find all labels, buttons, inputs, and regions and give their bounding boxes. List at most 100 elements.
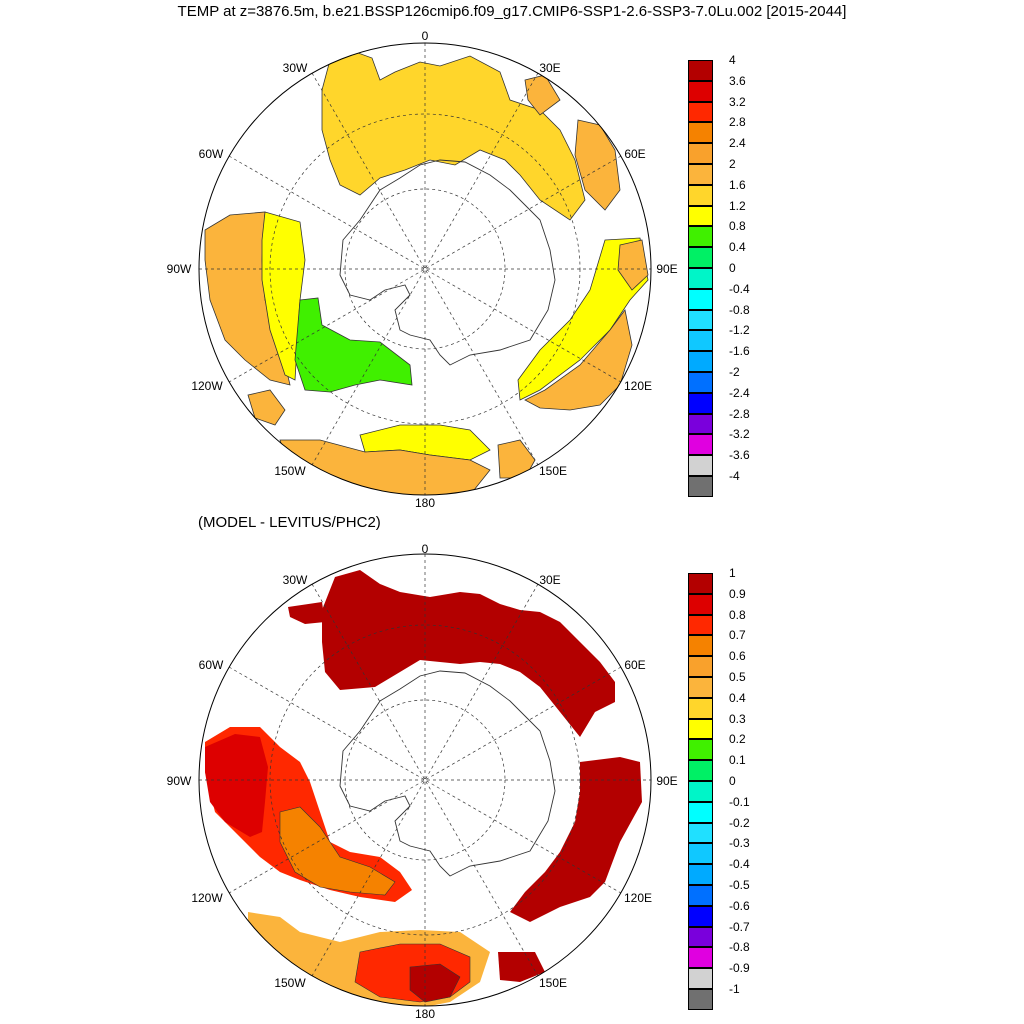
colorbar-label: -1.6 (729, 344, 750, 359)
colorbar-label: 0 (729, 774, 736, 788)
antarctica-coastline-top (339, 159, 556, 366)
colorbar-swatch (688, 476, 713, 497)
colorbar-swatch (688, 372, 713, 393)
map-boundary-top (198, 42, 652, 496)
colorbar-label: 4 (729, 53, 736, 67)
colorbar-swatch (688, 697, 713, 719)
lon-label: 30W (283, 61, 308, 75)
colorbar-label: -2.8 (729, 406, 750, 421)
colorbar-label: -3.2 (729, 427, 750, 442)
colorbar-label: 0.6 (729, 649, 746, 664)
colorbar-label: 0.9 (729, 586, 746, 601)
colorbar-swatch (688, 309, 713, 331)
lon-label: 30E (539, 61, 560, 75)
map-panel-bottom: 0 30E 60E 90E 120E 150E 180 150W 120W 90… (0, 512, 1024, 1024)
colorbar-label: -0.2 (729, 815, 750, 830)
colorbar-label: 1.6 (729, 177, 746, 192)
region-pacific-yellow (261, 211, 306, 381)
lon-label: 120E (624, 891, 652, 905)
colorbar-swatch (688, 226, 713, 248)
region-indian-orange (524, 309, 633, 411)
map-boundary-bottom (198, 553, 652, 1007)
colorbar-swatch (688, 413, 713, 435)
colorbar-label: 0.4 (729, 240, 746, 255)
colorbar-label: -0.1 (729, 794, 750, 809)
lon-label: 180 (415, 496, 435, 510)
lon-label: 120W (191, 379, 223, 393)
lon-label: 0 (422, 29, 429, 43)
colorbar-swatch (688, 822, 713, 844)
colorbar-label: -0.9 (729, 961, 750, 976)
lon-label: 150E (539, 976, 567, 990)
lon-label: 120E (624, 379, 652, 393)
colorbar-swatch (688, 885, 713, 906)
colorbar-label: -0.5 (729, 878, 750, 892)
region-upper-left-darkred (288, 602, 325, 624)
region-south-darkred (409, 963, 461, 1003)
colorbar-label: -0.8 (729, 302, 750, 317)
colorbar-swatch (688, 947, 713, 969)
colorbar-label: 2.8 (729, 115, 746, 130)
colorbar-label: 1 (729, 566, 736, 580)
colorbar-label: 3.6 (729, 73, 746, 88)
colorbar-swatch (688, 351, 713, 372)
colorbar-label: 0.8 (729, 607, 746, 622)
colorbar-label: 0.2 (729, 732, 746, 747)
graticule-bottom (199, 554, 651, 1006)
colorbar-swatch (688, 288, 713, 310)
lon-label: 60E (624, 658, 645, 672)
colorbar-label: -1 (729, 982, 740, 996)
colorbar-label: 2 (729, 157, 736, 171)
region-upper-yellow (321, 49, 586, 221)
lon-labels-bottom: 0 30E 60E 90E 120E 150E 180 150W 120W 90… (167, 542, 678, 1021)
colorbar-swatch (688, 268, 713, 289)
region-pacific-green (294, 297, 413, 393)
region-indian-darkred (510, 757, 642, 922)
lon-label: 90E (656, 262, 677, 276)
colorbar-label: 0.5 (729, 670, 746, 684)
lon-label: 60E (624, 147, 645, 161)
lon-label: 150W (274, 464, 306, 478)
lon-label: 60W (199, 147, 224, 161)
lon-label: 150E (539, 464, 567, 478)
region-pacific-orange (279, 806, 396, 896)
colorbar-swatch (688, 80, 713, 102)
lon-label: 180 (415, 1007, 435, 1021)
colorbar-label: -2.4 (729, 385, 750, 400)
colorbar-swatch (688, 801, 713, 823)
plot-subtitle: (MODEL - LEVITUS/PHC2) (198, 514, 381, 531)
lon-label: 0 (422, 542, 429, 556)
colorbar-swatch (688, 122, 713, 144)
colorbar-swatch (688, 781, 713, 802)
colorbar-swatch (688, 718, 713, 740)
colorbar-swatch (688, 968, 713, 989)
colorbar-label: -0.4 (729, 857, 750, 872)
colorbar-swatch (688, 989, 713, 1010)
colorbar-swatch (688, 614, 713, 636)
colorbar-swatch (688, 205, 713, 227)
colorbar-label: 0 (729, 261, 736, 275)
region-sw-orange (247, 389, 286, 426)
lon-label: 60W (199, 658, 224, 672)
colorbar-label: 0.8 (729, 219, 746, 234)
colorbar-swatch (688, 635, 713, 657)
colorbar-label: -2 (729, 365, 740, 379)
map-panel-top: 0 30E 60E 90E 120E 150E 180 150W 120W 90… (167, 29, 750, 510)
colorbar-label: -0.8 (729, 940, 750, 955)
colorbar-label: -0.4 (729, 281, 750, 296)
colorbar-label: 0.7 (729, 628, 746, 643)
colorbar-swatch (688, 455, 713, 476)
region-150e-orange (497, 439, 536, 479)
lon-label: 150W (274, 976, 306, 990)
colorbar-swatch (688, 905, 713, 927)
colorbar-swatch (688, 392, 713, 414)
colorbar-label: 0.3 (729, 711, 746, 726)
colorbar-swatch (688, 60, 713, 81)
lon-label: 30W (283, 573, 308, 587)
colorbar-swatch (688, 739, 713, 761)
colorbar-label: 3.2 (729, 94, 746, 109)
colorbar-swatch (688, 677, 713, 698)
region-pacific-darkred (205, 734, 268, 837)
colorbar-label: 2.4 (729, 136, 746, 151)
filled-field-top (204, 49, 649, 495)
